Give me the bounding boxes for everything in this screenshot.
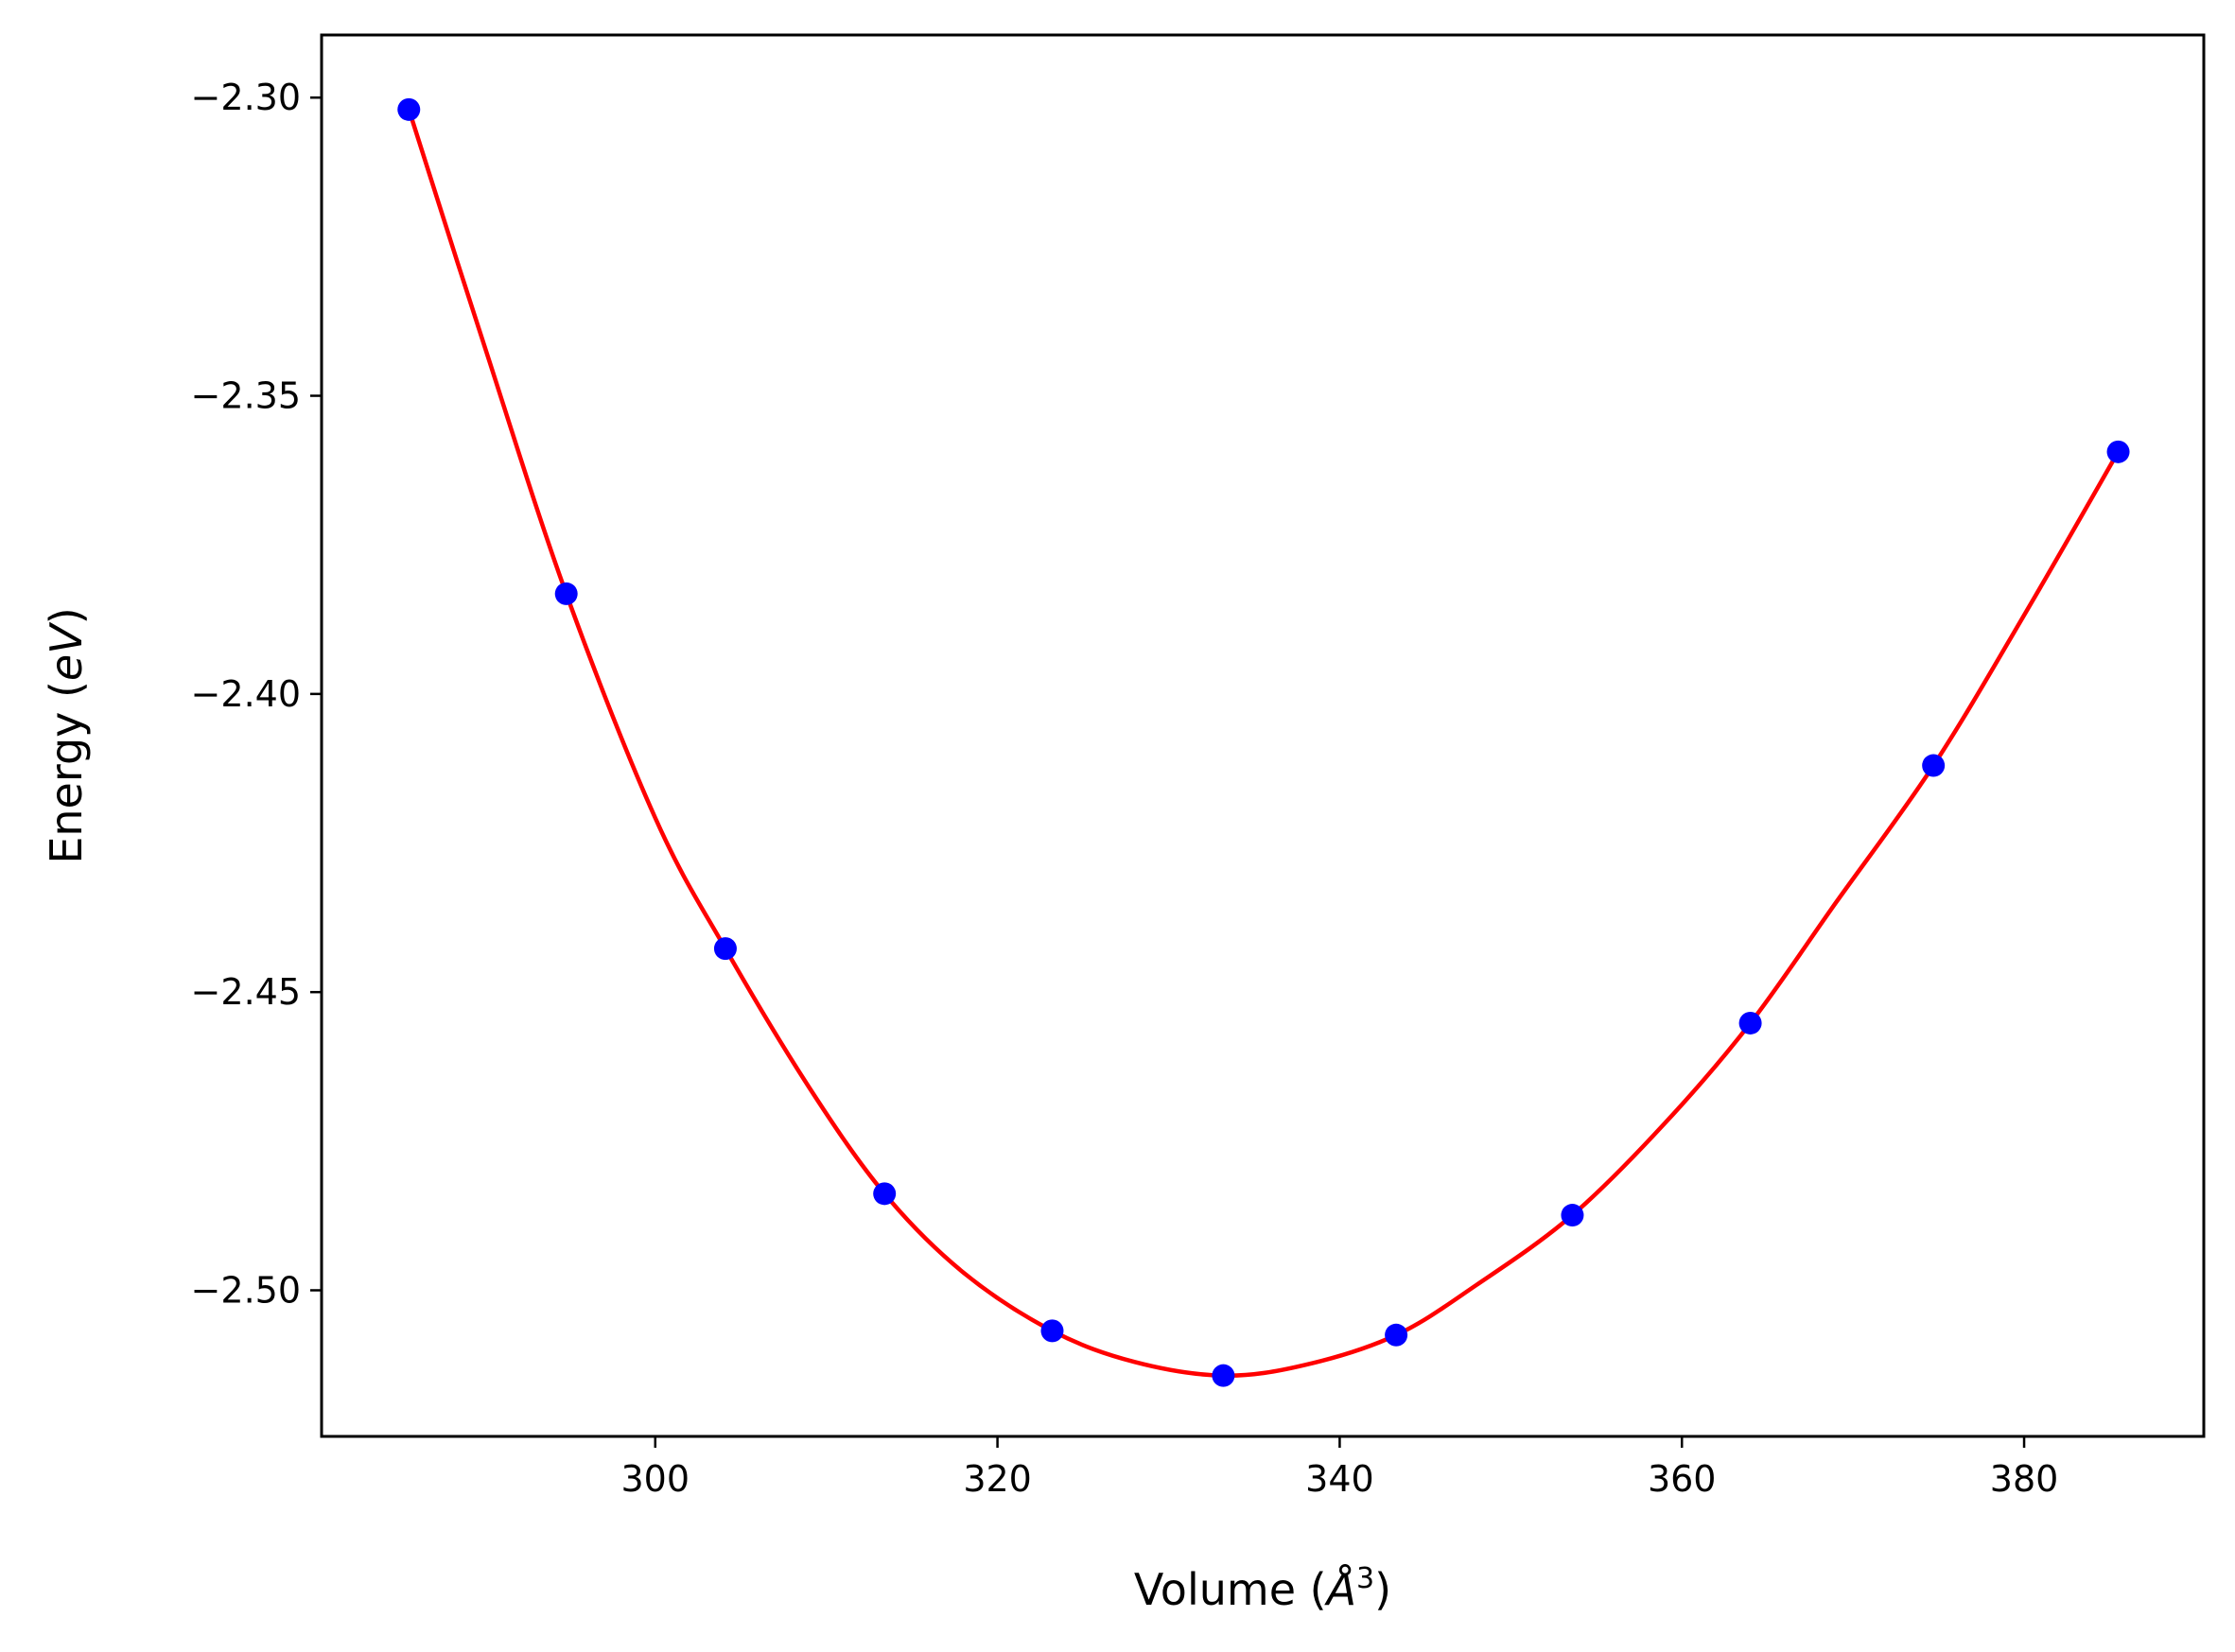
x-tick-label: 360 [1648,1458,1717,1500]
data-point [713,937,737,961]
data-point [1040,1319,1064,1343]
data-point [554,582,578,605]
x-axis-ticks: 300 320 340 360 380 [621,1436,2059,1500]
y-tick-label: −2.45 [191,971,301,1013]
data-point [397,97,421,121]
x-tick-label: 380 [1990,1458,2059,1500]
y-tick-label: −2.35 [191,375,301,417]
data-point [2106,440,2130,463]
data-point [873,1182,897,1206]
y-tick-label: −2.40 [191,673,301,715]
data-point [1922,754,1946,777]
fit-curve-line [407,109,2121,1378]
y-tick-label: −2.50 [191,1269,301,1311]
plot-content [397,97,2130,1387]
y-tick-label: −2.30 [191,77,301,118]
data-point [1738,1011,1762,1035]
y-axis-ticks: −2.30 −2.35 −2.40 −2.45 −2.50 [191,77,322,1311]
data-point [1212,1364,1235,1387]
data-point [1385,1323,1408,1347]
data-point [1561,1204,1584,1227]
x-axis-label: Volume (Å3) [1134,1562,1391,1615]
plot-frame [320,33,2206,1438]
x-tick-label: 340 [1305,1458,1374,1500]
x-tick-label: 320 [963,1458,1032,1500]
x-tick-label: 300 [621,1458,690,1500]
y-axis-label: Energy (eV) [41,607,92,863]
